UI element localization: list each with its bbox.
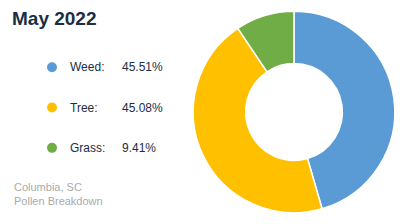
svg-text:Tree:: Tree:	[70, 101, 98, 115]
svg-text:May 2022: May 2022	[12, 8, 97, 29]
svg-text:9.41%: 9.41%	[122, 141, 156, 155]
svg-text:45.51%: 45.51%	[122, 60, 163, 74]
svg-text:Weed:: Weed:	[70, 60, 104, 74]
svg-text:45.08%: 45.08%	[122, 101, 163, 115]
svg-text:Grass:: Grass:	[70, 141, 105, 155]
svg-text:Columbia, SCPollen Breakdown: Columbia, SCPollen Breakdown	[14, 181, 103, 207]
